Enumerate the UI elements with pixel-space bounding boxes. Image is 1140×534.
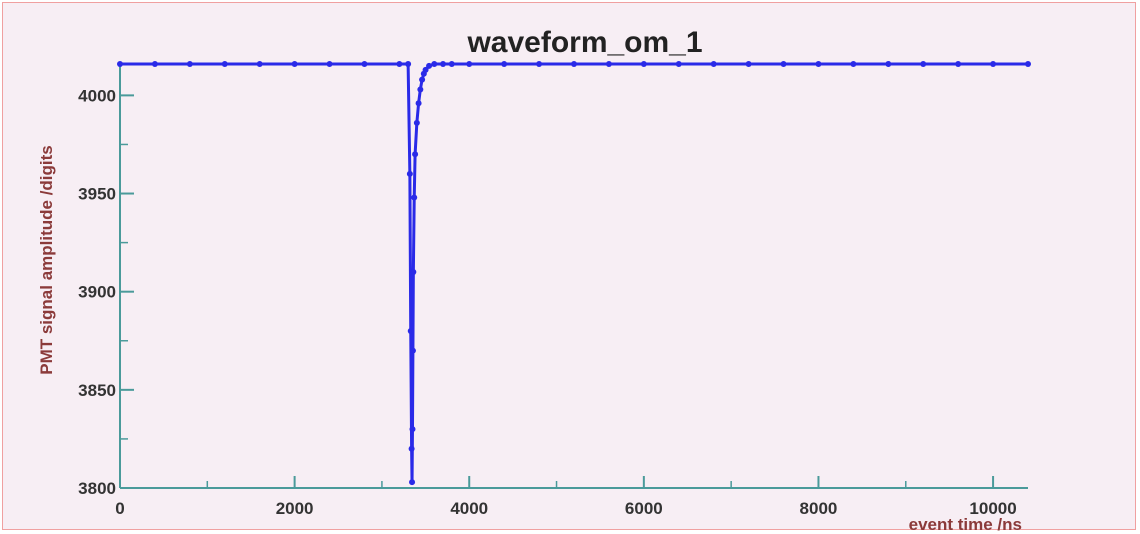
data-point [850, 60, 857, 67]
data-point [221, 60, 228, 67]
x-axis-label: event time /ns [909, 515, 1022, 534]
x-tick-label: 4000 [450, 499, 488, 518]
data-point [431, 60, 438, 67]
data-point [411, 194, 418, 201]
y-tick-label: 3950 [78, 185, 116, 204]
data-point [256, 60, 263, 67]
data-point [885, 60, 892, 67]
data-point [407, 327, 414, 334]
data-point [326, 60, 333, 67]
y-tick-label: 3900 [78, 283, 116, 302]
data-point [409, 347, 416, 354]
x-tick-label: 6000 [625, 499, 663, 518]
x-tick-label: 0 [115, 499, 124, 518]
data-point [815, 60, 822, 67]
chart-title: waveform_om_1 [466, 26, 702, 59]
data-point [413, 119, 420, 126]
data-point [186, 60, 193, 67]
data-point [448, 60, 455, 67]
ticks: 0 2000 4000 6000 8000 10000 3800 3850 3900 3950 40… [78, 86, 1017, 518]
x-tick-label: 2000 [276, 499, 314, 518]
data-point [291, 60, 298, 67]
axes [119, 62, 1028, 489]
data-point [417, 86, 424, 93]
data-point [466, 60, 473, 67]
x-tick-label: 10000 [969, 499, 1016, 518]
data-point [117, 60, 123, 67]
data-point [745, 60, 752, 67]
data-point [990, 60, 997, 67]
data-point [410, 269, 417, 276]
data-point [412, 151, 419, 158]
data-point [571, 60, 577, 67]
data-point [408, 445, 415, 452]
series-line [120, 62, 1028, 484]
data-point [920, 60, 927, 67]
data-point [361, 60, 368, 67]
y-tick-label: 3800 [78, 479, 116, 498]
data-point [151, 60, 158, 67]
data-point [426, 62, 433, 69]
data-point [405, 60, 412, 67]
data-point [440, 60, 447, 67]
data-point [409, 479, 416, 486]
x-tick-label: 8000 [800, 499, 838, 518]
data-point [501, 60, 508, 67]
data-point [1025, 60, 1031, 67]
data-point [605, 60, 612, 67]
data-point [409, 426, 416, 433]
data-point [675, 60, 682, 67]
data-point [955, 60, 962, 67]
data-point [422, 66, 429, 73]
data-point [419, 76, 426, 83]
data-point [406, 170, 413, 177]
y-tick-label: 3850 [78, 381, 116, 400]
data-point [640, 60, 647, 67]
y-axis-label: PMT signal amplitude /digits [37, 145, 56, 375]
data-point [415, 100, 422, 107]
y-tick-label: 4000 [78, 86, 116, 105]
data-point [710, 60, 717, 67]
data-point [780, 60, 787, 67]
data-point [396, 60, 403, 67]
data-points [117, 60, 1031, 486]
data-point [536, 60, 543, 67]
